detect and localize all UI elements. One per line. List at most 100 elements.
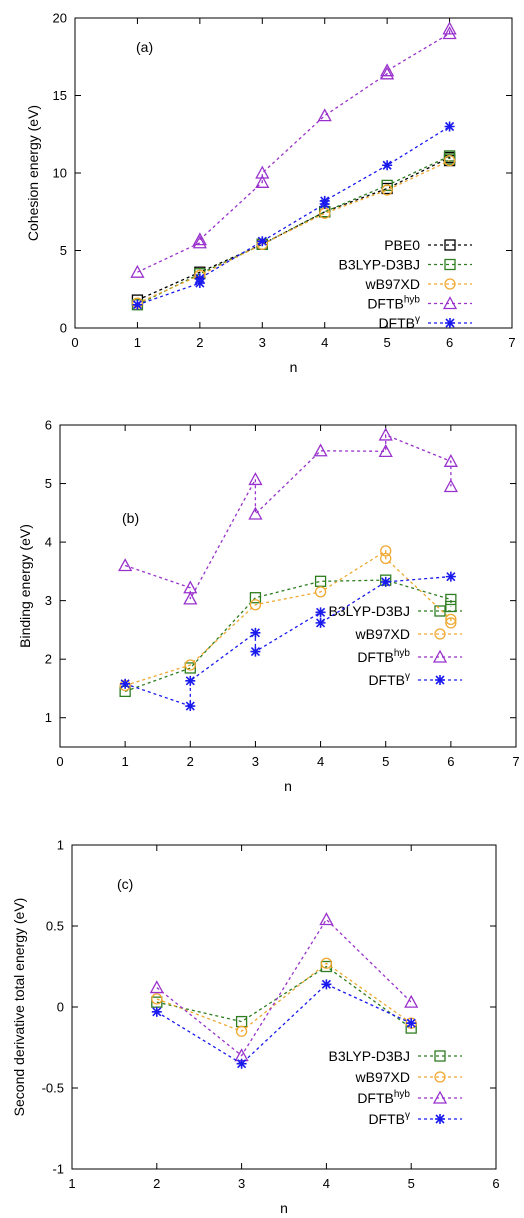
- x-tick-label: 1: [68, 1176, 75, 1191]
- legend-marker: [434, 1071, 446, 1083]
- panel-label: (b): [122, 510, 139, 526]
- legend-marker: [434, 605, 446, 617]
- x-tick-label: 5: [384, 335, 391, 350]
- legend-label: wB97XD: [355, 626, 410, 642]
- x-tick-label: 5: [408, 1176, 415, 1191]
- y-axis-label: Second derivative total energy (eV): [11, 898, 27, 1117]
- data-point: [185, 701, 196, 712]
- data-point: [249, 592, 262, 604]
- legend-label-superscript: γ: [415, 314, 420, 325]
- legend-label-superscript: hyb: [394, 1089, 411, 1100]
- legend-label: B3LYP-D3BJ: [329, 603, 410, 619]
- plot-frame: [59, 424, 517, 748]
- series-line: [156, 965, 412, 1029]
- legend-label: DFTBhyb: [357, 1089, 410, 1106]
- data-point: [185, 675, 196, 686]
- data-point: [250, 627, 261, 638]
- y-tick-label: 20: [53, 11, 67, 26]
- data-point: [194, 273, 205, 284]
- data-point: [445, 571, 456, 582]
- data-point: [314, 586, 327, 598]
- legend-label-superscript: hyb: [394, 648, 411, 659]
- x-tick-label: 1: [134, 335, 141, 350]
- legend-marker: [434, 628, 446, 640]
- legend-label: DFTBγ: [378, 314, 420, 331]
- legend-marker: [444, 278, 456, 290]
- data-point: [378, 443, 393, 457]
- data-point: [315, 607, 326, 618]
- x-tick-label: 3: [259, 335, 266, 350]
- data-point: [380, 576, 391, 587]
- legend-marker: [434, 1050, 446, 1062]
- legend-marker: [432, 649, 448, 663]
- chart-panel-3: 1 2 3 4 5 6 -1 -0.5 0 0.5 1 n Second derivative tota…: [11, 838, 500, 1217]
- series-0: B3LYP-D3BJ: [151, 960, 462, 1064]
- data-point: [255, 174, 270, 188]
- legend-label-superscript: γ: [405, 1110, 410, 1121]
- y-axis-label: Binding energy (eV): [17, 524, 33, 648]
- legend-marker: [444, 239, 456, 251]
- series-3: DFTBγ: [120, 571, 462, 712]
- x-axis-label: n: [290, 359, 298, 375]
- legend-label: DFTBhyb: [367, 295, 420, 312]
- y-tick-label: 2: [45, 652, 52, 667]
- x-tick-label: 0: [56, 754, 63, 769]
- data-point: [149, 980, 164, 994]
- data-point: [445, 617, 457, 629]
- y-tick-label: 5: [60, 243, 67, 258]
- data-point: [257, 236, 268, 247]
- data-point: [319, 195, 330, 206]
- plot-frame: [71, 844, 497, 1170]
- x-axis-label: n: [280, 1200, 288, 1216]
- legend-label: wB97XD: [365, 276, 420, 292]
- y-axis-label: Cohesion energy (eV): [25, 105, 41, 241]
- data-point: [183, 591, 198, 605]
- panel-label: (c): [117, 876, 133, 892]
- data-point: [250, 646, 261, 657]
- data-point: [442, 21, 457, 35]
- data-point: [248, 472, 263, 486]
- data-point: [313, 443, 328, 457]
- y-tick-label: 6: [45, 418, 52, 433]
- y-tick-label: 10: [53, 166, 67, 181]
- data-point: [132, 299, 143, 310]
- data-point: [130, 264, 145, 278]
- legend-label-superscript: γ: [405, 671, 410, 682]
- x-tick-label: 6: [447, 754, 454, 769]
- data-point: [321, 979, 332, 990]
- data-point: [380, 545, 392, 557]
- series-3: DFTBhyb: [130, 21, 472, 312]
- data-point: [445, 613, 457, 626]
- data-point: [249, 599, 262, 611]
- data-point: [380, 552, 392, 565]
- chart-panel-1: 0 1 2 3 4 5 6 7 0 5 10 15 20 n Cohesion energy (eV) (a)…: [25, 11, 516, 376]
- series-0: PBE0: [131, 151, 472, 306]
- y-tick-label: 0: [60, 321, 67, 336]
- y-tick-label: 0.5: [46, 919, 64, 934]
- legend-marker: [435, 675, 445, 685]
- data-point: [184, 662, 196, 674]
- data-point: [192, 232, 207, 246]
- x-tick-label: 3: [238, 1176, 245, 1191]
- plot-frame: [74, 17, 513, 329]
- legend-marker: [442, 296, 458, 310]
- data-point: [404, 994, 419, 1008]
- data-point: [192, 235, 207, 249]
- legend-marker: [444, 258, 456, 271]
- series-2: DFTBhyb: [118, 427, 462, 665]
- series-line: [156, 962, 412, 1033]
- series-line: [137, 28, 451, 273]
- data-point: [380, 63, 395, 77]
- x-tick-label: 3: [252, 754, 259, 769]
- data-point: [445, 593, 457, 606]
- data-point: [248, 506, 263, 520]
- data-point: [381, 184, 393, 196]
- data-point: [255, 165, 270, 179]
- x-tick-label: 4: [317, 754, 324, 769]
- data-point: [442, 26, 457, 40]
- legend-label: B3LYP-D3BJ: [329, 1048, 410, 1064]
- data-point: [320, 957, 333, 969]
- x-tick-label: 7: [512, 754, 519, 769]
- legend-label: B3LYP-D3BJ: [339, 257, 420, 273]
